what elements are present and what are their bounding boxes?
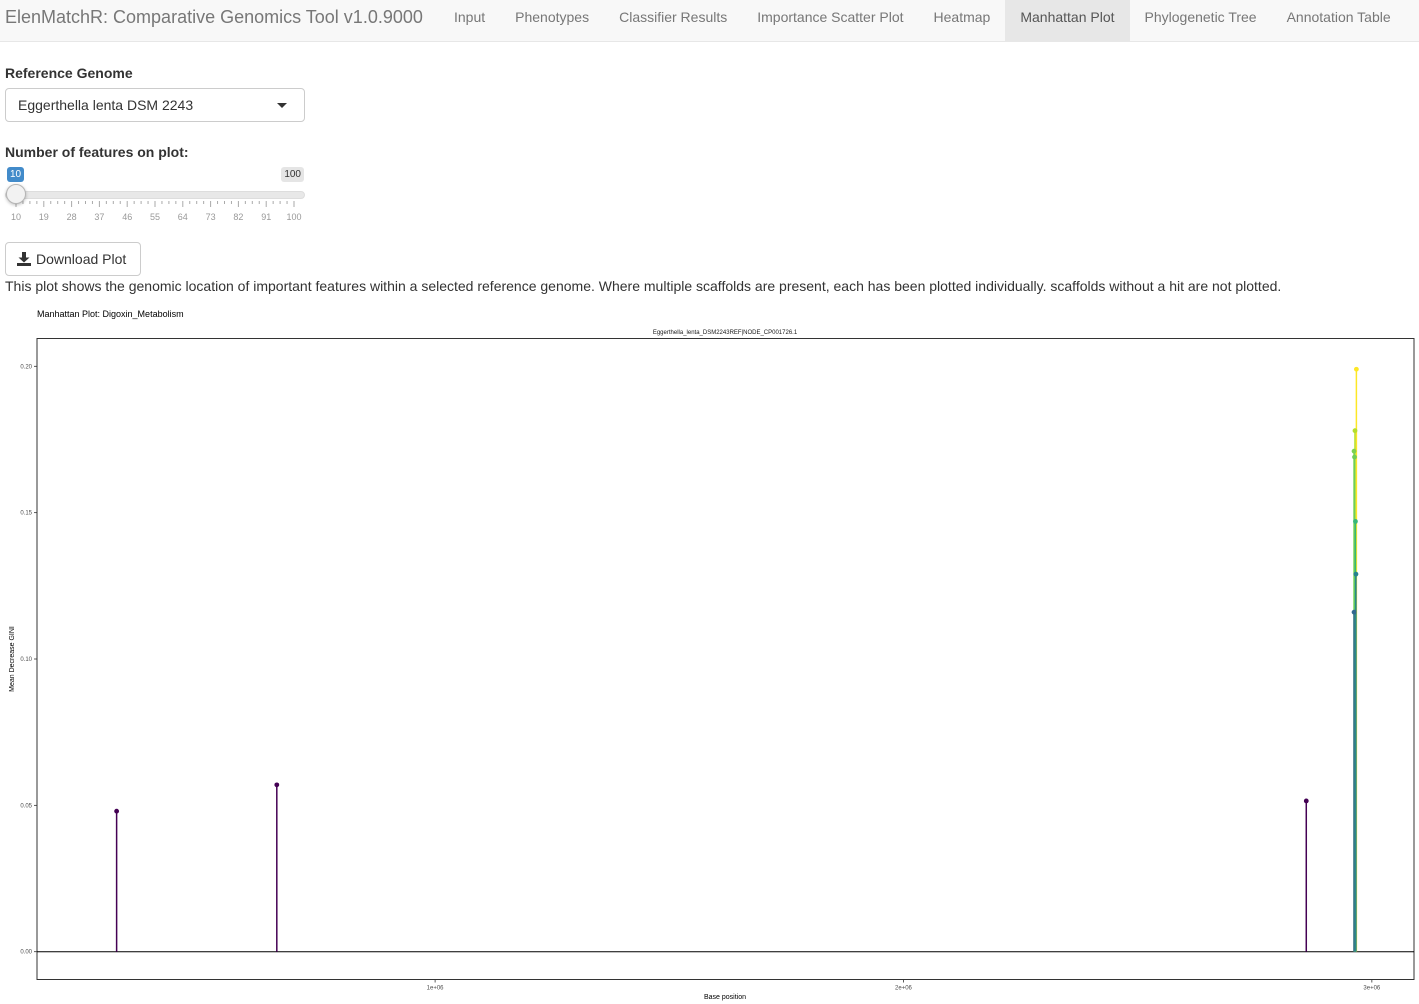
manhattan-plot: Manhattan Plot: Digoxin_Metabolism Egger… — [9, 309, 1415, 1001]
slider-ticks: 10 19 28 37 46 55 64 73 82 91 100 — [11, 201, 302, 222]
slider-track[interactable] — [5, 191, 305, 199]
y-tick-label: 0.10 — [20, 657, 32, 663]
feature-point — [1353, 571, 1359, 577]
slider-tick-label: 46 — [122, 212, 132, 222]
feature-point — [1303, 798, 1309, 804]
app-title[interactable]: ElenMatchR: Comparative Genomics Tool v1… — [5, 7, 423, 27]
slider-tick-label: 55 — [150, 212, 160, 222]
slider-handle[interactable] — [6, 184, 26, 204]
reference-genome-value: Eggerthella lenta DSM 2243 — [18, 97, 194, 113]
x-tick-label: 3e+06 — [1363, 986, 1381, 992]
download-plot-label: Download Plot — [36, 251, 127, 267]
slider-tick-label: 28 — [67, 212, 77, 222]
slider-tick-label: 91 — [261, 212, 271, 222]
plot-title: Manhattan Plot: Digoxin_Metabolism — [37, 309, 184, 319]
tab-heatmap[interactable]: Heatmap — [933, 9, 991, 25]
x-axis-label: Base position — [704, 994, 746, 1001]
tab-input[interactable]: Input — [454, 9, 486, 25]
slider-tick-label: 82 — [233, 212, 243, 222]
feature-point — [1352, 454, 1357, 460]
tab-phylogenetic-tree[interactable]: Phylogenetic Tree — [1144, 9, 1257, 25]
slider-tick-label: 73 — [206, 212, 216, 222]
tab-phenotypes[interactable]: Phenotypes — [515, 9, 590, 25]
x-tick-label: 1e+06 — [427, 986, 445, 992]
y-tick-label: 0.05 — [20, 803, 32, 809]
features-slider[interactable]: 10 100 10 19 28 37 46 55 64 73 82 91 100 — [5, 165, 305, 227]
features-count-label: Number of features on plot: — [5, 144, 189, 160]
y-tick-label: 0.20 — [20, 364, 32, 370]
y-tick-label: 0.15 — [20, 511, 32, 517]
nav-tabs: Input Phenotypes Classifier Results Impo… — [439, 0, 1406, 42]
feature-point — [1351, 609, 1357, 615]
plot-marks — [114, 366, 1359, 952]
plot-description: This plot shows the genomic location of … — [5, 278, 1282, 294]
slider-tick-label: 100 — [286, 212, 301, 222]
slider-min-badge: 10 — [7, 167, 25, 182]
slider-max-badge: 100 — [281, 167, 304, 182]
feature-point — [114, 808, 120, 814]
x-axis: 1e+06 2e+06 3e+06 — [427, 979, 1381, 992]
download-plot-button[interactable]: Download Plot — [5, 242, 141, 276]
tab-importance-scatter-plot[interactable]: Importance Scatter Plot — [757, 9, 904, 25]
slider-tick-label: 19 — [39, 212, 49, 222]
slider-tick-label: 10 — [11, 212, 21, 222]
y-tick-label: 0.00 — [20, 950, 32, 956]
download-icon — [17, 252, 31, 266]
feature-point — [1353, 366, 1359, 372]
reference-genome-label: Reference Genome — [5, 65, 133, 81]
reference-genome-select[interactable]: Eggerthella lenta DSM 2243 — [5, 88, 305, 122]
tab-classifier-results[interactable]: Classifier Results — [619, 9, 728, 25]
feature-point — [1353, 519, 1358, 524]
plot-panel — [36, 338, 1415, 980]
feature-point — [1351, 448, 1357, 454]
x-tick-label: 2e+06 — [895, 986, 913, 992]
slider-tick-label: 37 — [94, 212, 104, 222]
tab-manhattan-plot[interactable]: Manhattan Plot — [1005, 0, 1130, 42]
caret-down-icon — [277, 103, 287, 108]
slider-tick-label: 64 — [178, 212, 188, 222]
y-axis: 0.00 0.05 0.10 0.15 0.20 — [20, 364, 37, 956]
navbar: ElenMatchR: Comparative Genomics Tool v1… — [0, 0, 1419, 42]
plot-subtitle: Eggerthella_lenta_DSM2243REF|NODE_CP0017… — [653, 330, 798, 336]
y-axis-label: Mean Decrease GINI — [9, 626, 16, 692]
feature-point — [274, 782, 280, 788]
tab-annotation-table[interactable]: Annotation Table — [1286, 9, 1391, 25]
feature-point — [1352, 428, 1358, 434]
